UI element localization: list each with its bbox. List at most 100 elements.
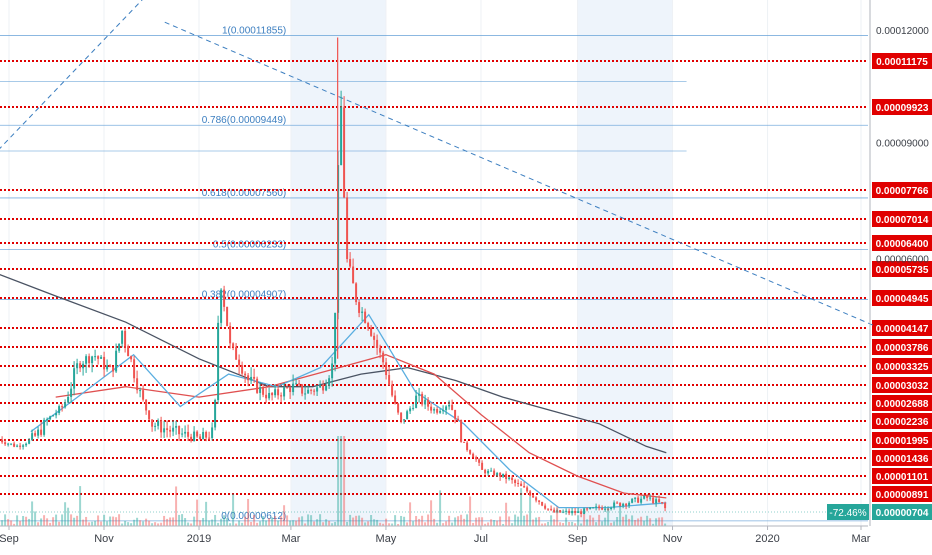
- candle-body: [664, 503, 666, 508]
- volume-bar: [586, 519, 588, 526]
- volume-bar: [424, 522, 426, 526]
- candle-body: [379, 348, 381, 353]
- candle-body: [136, 378, 138, 390]
- volume-bar: [445, 521, 447, 526]
- candle-body: [475, 457, 477, 459]
- level-label: 0.00003786: [876, 343, 929, 354]
- candle-body: [397, 403, 399, 412]
- volume-bar: [19, 521, 21, 526]
- candle-body: [418, 394, 420, 396]
- candle-body: [343, 107, 345, 197]
- volume-bar: [112, 517, 114, 526]
- volume-bar: [661, 517, 663, 526]
- volume-bar: [373, 519, 375, 526]
- volume-bar: [271, 517, 273, 526]
- candle-body: [319, 385, 321, 387]
- volume-bar: [403, 517, 405, 526]
- candle-body: [322, 385, 324, 390]
- candle-body: [274, 389, 276, 395]
- volume-bar: [607, 506, 609, 526]
- candle-body: [376, 340, 378, 348]
- candle-body: [253, 377, 255, 379]
- candle-body: [508, 478, 510, 479]
- volume-bar: [25, 517, 27, 526]
- y-tick-label: 0.00009000: [876, 139, 929, 150]
- candle-body: [13, 444, 15, 447]
- candle-body: [334, 313, 336, 364]
- volume-bar: [97, 515, 99, 526]
- volume-bar: [319, 514, 321, 526]
- volume-bar: [67, 508, 69, 526]
- candle-body: [133, 359, 135, 378]
- volume-bar: [370, 515, 372, 526]
- volume-bar: [400, 516, 402, 526]
- candle-body: [235, 347, 237, 360]
- candle-body: [205, 432, 207, 438]
- candle-body: [523, 486, 525, 487]
- candle-body: [574, 511, 576, 513]
- candle-body: [181, 434, 183, 435]
- level-label: 0.00011175: [876, 57, 928, 68]
- volume-bar: [532, 520, 534, 526]
- candle-body: [46, 419, 48, 420]
- volume-bar: [292, 520, 294, 526]
- candle-body: [331, 364, 333, 379]
- volume-bar: [46, 518, 48, 526]
- volume-bar: [82, 520, 84, 526]
- volume-bar: [469, 496, 471, 526]
- volume-bar: [247, 499, 249, 526]
- candle-body: [139, 390, 141, 391]
- candle-body: [493, 471, 495, 476]
- candle-body: [313, 391, 315, 392]
- candle-body: [340, 107, 342, 165]
- volume-bar: [520, 488, 522, 526]
- candle-body: [622, 504, 624, 506]
- volume-bar: [262, 516, 264, 526]
- candle-body: [247, 375, 249, 380]
- volume-bar: [454, 517, 456, 526]
- volume-bar: [136, 518, 138, 526]
- volume-bar: [466, 514, 468, 526]
- candle-body: [316, 387, 318, 391]
- volume-bar: [619, 506, 621, 526]
- candle-body: [88, 356, 90, 363]
- volume-bar: [301, 516, 303, 526]
- candle-body: [52, 415, 54, 416]
- x-tick-label: May: [376, 533, 397, 545]
- volume-bar: [205, 502, 207, 526]
- candle-body: [10, 444, 12, 445]
- volume-bar: [259, 521, 261, 526]
- candle-body: [658, 499, 660, 502]
- volume-bar: [367, 521, 369, 526]
- volume-bar: [7, 519, 9, 526]
- candle-body: [604, 509, 606, 510]
- volume-bar: [316, 519, 318, 526]
- level-label: 0.00005735: [876, 265, 929, 276]
- volume-bar: [100, 522, 102, 526]
- volume-bar: [238, 520, 240, 526]
- volume-bar: [568, 522, 570, 526]
- volume-bar: [625, 515, 627, 526]
- volume-bar: [361, 518, 363, 526]
- volume-bar: [193, 517, 195, 526]
- volume-bar: [187, 523, 189, 526]
- candle-body: [463, 442, 465, 443]
- candle-body: [628, 503, 630, 506]
- candle-body: [19, 446, 21, 447]
- candle-body: [178, 426, 180, 434]
- candle-body: [250, 377, 252, 380]
- volume-bar: [346, 522, 348, 526]
- volume-bar: [289, 520, 291, 526]
- volume-bar: [43, 515, 45, 526]
- candle-body: [451, 405, 453, 410]
- candle-body: [49, 416, 51, 419]
- volume-bar: [475, 518, 477, 526]
- volume-bar: [604, 518, 606, 526]
- candle-body: [661, 502, 663, 503]
- volume-bar: [448, 516, 450, 526]
- level-label: 0.00004945: [876, 294, 929, 305]
- candle-body: [571, 511, 573, 513]
- volume-bar: [340, 436, 342, 526]
- volume-bar: [295, 521, 297, 526]
- candle-body: [460, 420, 462, 442]
